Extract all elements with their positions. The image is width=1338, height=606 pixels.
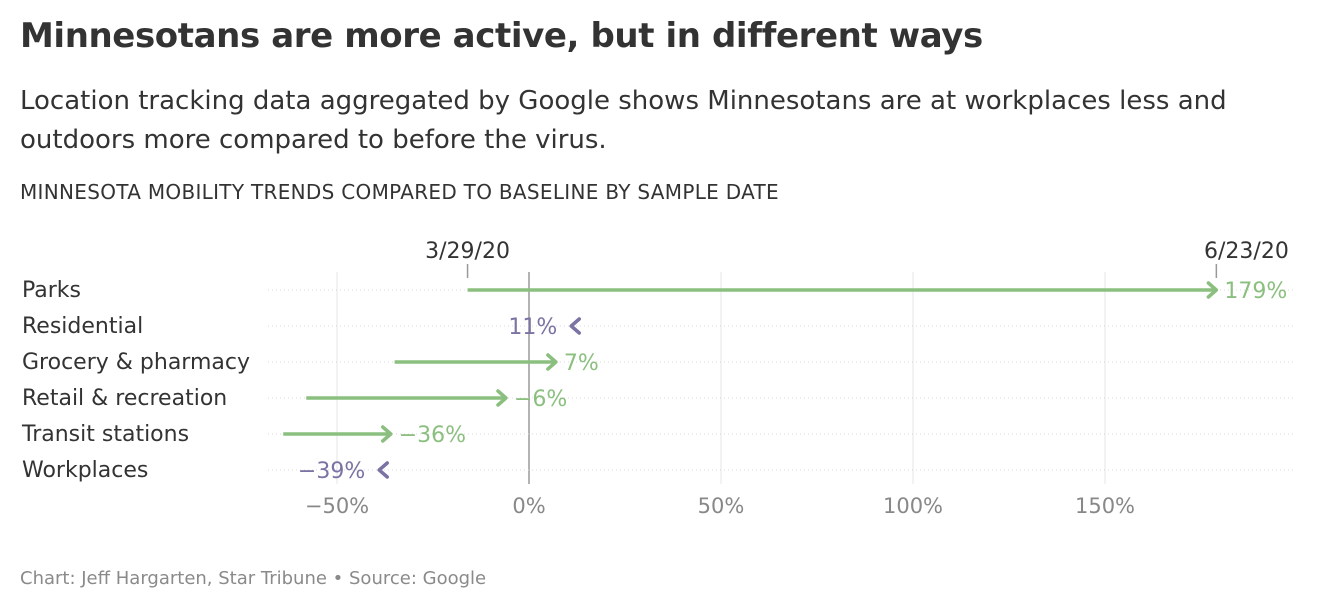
arrow-head xyxy=(381,425,393,443)
category-label: Parks xyxy=(22,278,81,303)
value-label: −36% xyxy=(399,423,466,448)
category-label: Retail & recreation xyxy=(22,386,227,411)
arrow-head xyxy=(1206,281,1219,299)
category-label: Transit stations xyxy=(21,422,189,447)
start-date-label: 3/29/20 xyxy=(425,239,510,264)
arrow-head xyxy=(569,317,581,335)
x-tick-label: 150% xyxy=(1075,494,1135,518)
x-tick-label: 50% xyxy=(698,494,745,518)
value-label: 11% xyxy=(508,315,557,340)
arrow-chart: −50% 0% 50% 100% 150% Parks 179% Residential 11%… xyxy=(21,239,1296,518)
arrow-head xyxy=(496,389,508,407)
arrow-head xyxy=(377,461,389,479)
category-label: Residential xyxy=(22,314,143,339)
arrow-head xyxy=(546,353,558,371)
value-label: 179% xyxy=(1224,279,1287,304)
chart-title: Minnesotans are more active, but in diff… xyxy=(20,16,983,56)
end-date-label: 6/23/20 xyxy=(1204,239,1289,264)
chart-kicker: MINNESOTA MOBILITY TRENDS COMPARED TO BA… xyxy=(20,180,779,204)
category-label: Workplaces xyxy=(22,458,148,483)
x-tick-label: 100% xyxy=(883,494,943,518)
chart-subtitle: Location tracking data aggregated by Goo… xyxy=(20,86,1227,155)
value-label: −39% xyxy=(298,459,365,484)
x-tick-label: −50% xyxy=(305,494,369,518)
value-label: 7% xyxy=(564,351,599,376)
value-label: −6% xyxy=(514,387,567,412)
chart-source: Chart: Jeff Hargarten, Star Tribune • So… xyxy=(20,568,487,589)
x-tick-label: 0% xyxy=(512,494,545,518)
category-label: Grocery & pharmacy xyxy=(22,350,250,375)
